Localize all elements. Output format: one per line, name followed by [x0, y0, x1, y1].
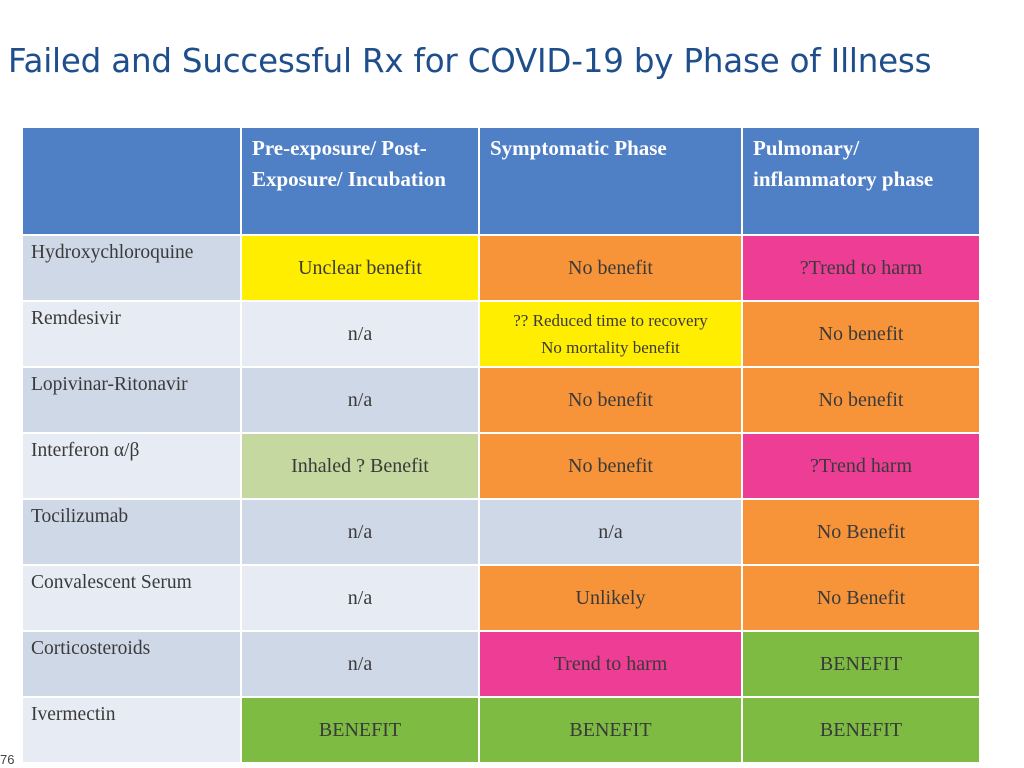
table-row: Remdesivir n/a ?? Reduced time to recove… — [21, 300, 981, 368]
table-cell: No benefit — [478, 366, 743, 434]
table-cell: No benefit — [478, 432, 743, 500]
table-cell: n/a — [240, 630, 480, 698]
table-row: Interferon α/β Inhaled ? Benefit No bene… — [21, 432, 981, 500]
table-cell: BENEFIT — [240, 696, 480, 764]
cell-line: No mortality benefit — [541, 338, 680, 357]
header-pre-exposure: Pre-exposure/ Post-Exposure/ Incubation — [240, 126, 480, 236]
slide-title: Failed and Successful Rx for COVID-19 by… — [8, 42, 932, 80]
table-cell: No Benefit — [741, 564, 981, 632]
table-row: Tocilizumab n/a n/a No Benefit — [21, 498, 981, 566]
table-cell: Trend to harm — [478, 630, 743, 698]
header-pulmonary: Pulmonary/ inflammatory phase — [741, 126, 981, 236]
drug-name: Remdesivir — [21, 300, 242, 368]
table-cell: n/a — [240, 498, 480, 566]
table-cell: No benefit — [741, 366, 981, 434]
table-row: Lopivinar-Ritonavir n/a No benefit No be… — [21, 366, 981, 434]
header-corner — [21, 126, 242, 236]
table-cell: No benefit — [741, 300, 981, 368]
drug-name: Interferon α/β — [21, 432, 242, 500]
table-header-row: Pre-exposure/ Post-Exposure/ Incubation … — [21, 126, 981, 236]
table-cell: ?Trend to harm — [741, 234, 981, 302]
table-cell: n/a — [240, 366, 480, 434]
drug-name: Tocilizumab — [21, 498, 242, 566]
table-cell: n/a — [240, 300, 480, 368]
table-cell: ?? Reduced time to recovery No mortality… — [478, 300, 743, 368]
table-row: Convalescent Serum n/a Unlikely No Benef… — [21, 564, 981, 632]
treatment-phase-table: Pre-exposure/ Post-Exposure/ Incubation … — [21, 126, 981, 764]
table-row: Corticosteroids n/a Trend to harm BENEFI… — [21, 630, 981, 698]
header-symptomatic: Symptomatic Phase — [478, 126, 743, 236]
table-cell: ?Trend harm — [741, 432, 981, 500]
table-cell: Unlikely — [478, 564, 743, 632]
table-cell: No benefit — [478, 234, 743, 302]
table-row: Hydroxychloroquine Unclear benefit No be… — [21, 234, 981, 302]
cell-line: ?? Reduced time to recovery — [513, 311, 708, 330]
table-cell: BENEFIT — [478, 696, 743, 764]
table-cell: Inhaled ? Benefit — [240, 432, 480, 500]
slide-number: 76 — [0, 752, 15, 767]
table-row: Ivermectin BENEFIT BENEFIT BENEFIT — [21, 696, 981, 764]
drug-name: Lopivinar-Ritonavir — [21, 366, 242, 434]
drug-name: Ivermectin — [21, 696, 242, 764]
drug-name: Corticosteroids — [21, 630, 242, 698]
table-cell: n/a — [240, 564, 480, 632]
drug-name: Convalescent Serum — [21, 564, 242, 632]
table-cell: Unclear benefit — [240, 234, 480, 302]
table-cell: No Benefit — [741, 498, 981, 566]
table-cell: BENEFIT — [741, 630, 981, 698]
drug-name: Hydroxychloroquine — [21, 234, 242, 302]
table-cell: n/a — [478, 498, 743, 566]
table-cell: BENEFIT — [741, 696, 981, 764]
